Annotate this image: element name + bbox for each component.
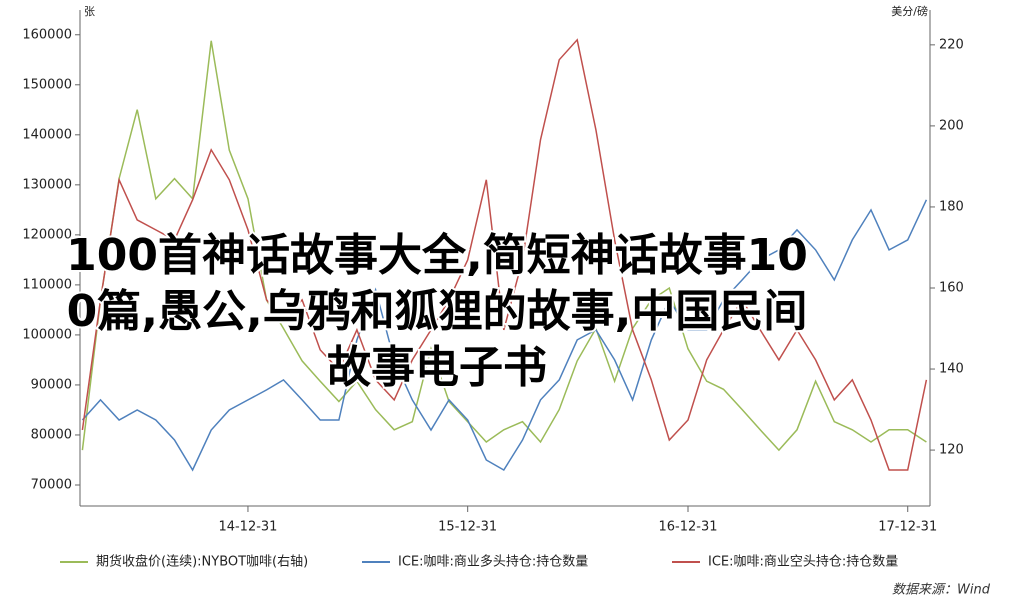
y-tick-label: 70000 [31, 477, 72, 492]
y-tick-label: 110000 [22, 277, 72, 292]
y-tick-label: 120000 [22, 227, 72, 242]
y2-tick-label: 160 [939, 280, 964, 295]
overlay-title: 0篇,愚公,乌鸦和狐狸的故事,中国民间 [67, 286, 808, 337]
y-tick-label: 140000 [22, 127, 72, 142]
series-line [81, 38, 928, 471]
y-tick-label: 160000 [22, 27, 72, 42]
y-tick-label: 80000 [31, 427, 72, 442]
x-tick-label: 16-12-31 [658, 520, 717, 535]
y-tick-label: 90000 [31, 377, 72, 392]
legend-label: 期货收盘价(连续):NYBOT咖啡(右轴) [96, 554, 308, 570]
overlay-title: 100首神话故事大全,简短神话故事10 [66, 230, 808, 281]
y-tick-label: 150000 [22, 77, 72, 92]
y2-tick-label: 180 [939, 199, 964, 214]
y2-tick-label: 120 [939, 443, 964, 458]
source: 数据来源：Wind [892, 583, 991, 598]
left-unit: 张 [84, 5, 95, 18]
right-unit: 美分/磅 [891, 4, 928, 18]
overlay-title: 故事电子书 [327, 342, 547, 393]
y-tick-label: 100000 [22, 327, 72, 342]
y2-tick-label: 200 [939, 118, 964, 133]
series-line [81, 199, 928, 472]
y2-tick-label: 140 [939, 362, 964, 377]
y-tick-label: 130000 [22, 177, 72, 192]
series-line [81, 40, 927, 452]
legend-label: ICE:咖啡:商业多头持仓:持仓数量 [398, 554, 588, 570]
x-tick-label: 15-12-31 [438, 520, 497, 535]
x-tick-label: 17-12-31 [878, 520, 937, 535]
legend-label: ICE:咖啡:商业空头持仓:持仓数量 [708, 555, 898, 570]
y2-tick-label: 220 [939, 37, 964, 52]
x-tick-label: 14-12-31 [218, 520, 277, 535]
